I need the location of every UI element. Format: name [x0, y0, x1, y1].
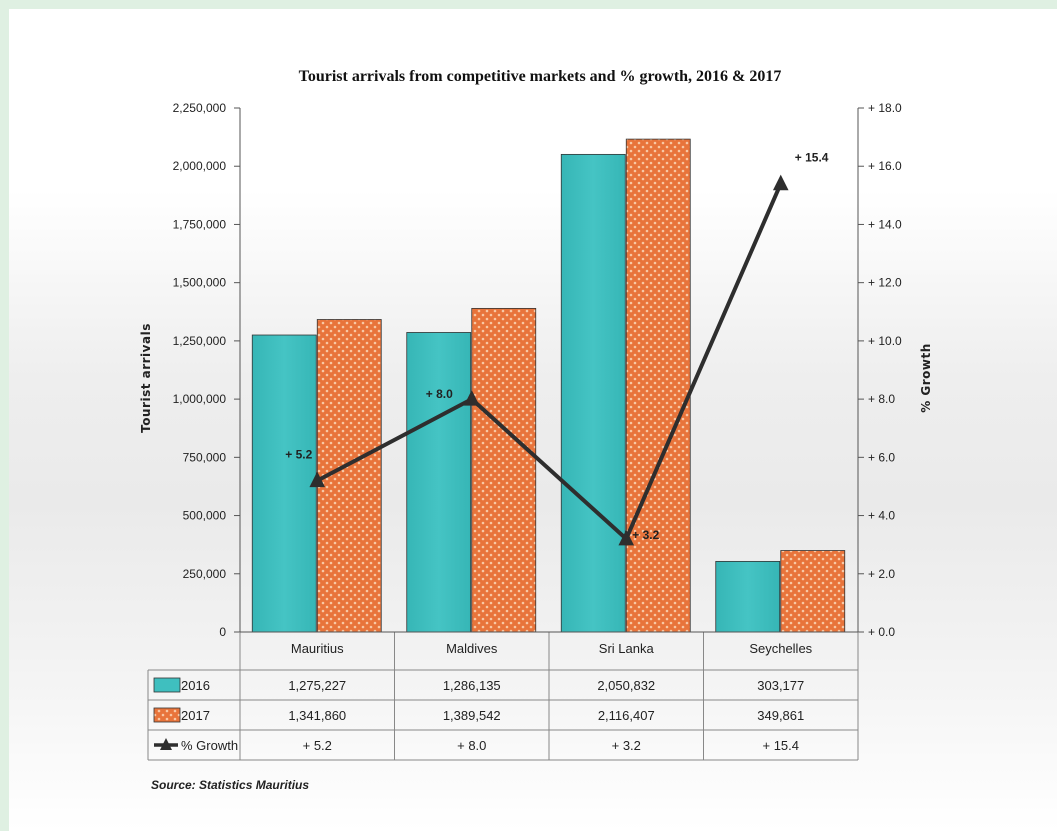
table-cell-2-2: + 3.2: [612, 738, 641, 753]
table-cell-2-3: + 15.4: [762, 738, 799, 753]
bar-2016-seychelles: [715, 560, 781, 633]
y-tick-label-right: + 18.0: [868, 101, 902, 115]
category-label-sri-lanka: Sri Lanka: [599, 641, 655, 656]
y-tick-label-right: + 10.0: [868, 334, 902, 348]
chart-frame: Tourist arrivals from competitive market…: [9, 9, 1057, 831]
table-row-label-2: % Growth: [181, 738, 238, 753]
category-label-seychelles: Seychelles: [749, 641, 812, 656]
bars-layer: [251, 138, 846, 633]
y-tick-label-left: 2,000,000: [173, 159, 227, 173]
growth-marker-sri-lanka: [618, 529, 635, 546]
table-cell-1-3: 349,861: [757, 708, 804, 723]
growth-data-label-seychelles: + 15.4: [795, 151, 829, 165]
table-cell-1-2: 2,116,407: [598, 708, 655, 723]
y-tick-label-left: 1,250,000: [173, 334, 227, 348]
growth-data-label-maldives: + 8.0: [426, 387, 453, 401]
table-cell-2-0: + 5.2: [303, 738, 332, 753]
y-tick-label-left: 250,000: [183, 567, 227, 581]
growth-marker-mauritius: [309, 471, 326, 488]
bar-2017-seychelles: [780, 550, 846, 633]
y-tick-label-right: + 16.0: [868, 159, 902, 173]
growth-marker-seychelles: [772, 174, 789, 191]
table-cell-1-0: 1,341,860: [288, 708, 346, 723]
y-tick-label-left: 1,000,000: [173, 392, 227, 406]
bar-2017-sri-lanka: [625, 138, 691, 633]
y-tick-label-left: 0: [219, 625, 226, 639]
legend-key-growth-marker: [160, 738, 172, 750]
category-label-maldives: Maldives: [446, 641, 498, 656]
y-axis-title-right: % Growth: [919, 343, 933, 413]
y-tick-label-left: 750,000: [183, 450, 227, 464]
growth-marker-maldives: [463, 389, 480, 406]
table-cell-0-3: 303,177: [757, 678, 804, 693]
data-table: Mauritius Maldives Sri Lanka Seychelles 2016…: [147, 631, 859, 761]
y-tick-label-right: + 6.0: [868, 450, 895, 464]
bar-2017-maldives: [471, 307, 537, 633]
bar-2016-mauritius: [251, 334, 317, 633]
chart-svg: Tourist arrivals from competitive market…: [139, 68, 933, 792]
legend-key-2017: [153, 707, 181, 723]
y-tick-label-left: 2,250,000: [173, 101, 227, 115]
category-label-mauritius: Mauritius: [291, 641, 344, 656]
bar-2016-sri-lanka: [560, 153, 626, 633]
y-tick-label-right: + 2.0: [868, 567, 895, 581]
table-cell-0-1: 1,286,135: [443, 678, 501, 693]
y-tick-label-left: 1,750,000: [173, 217, 227, 231]
chart-title: Tourist arrivals from competitive market…: [299, 68, 782, 85]
y-tick-label-right: + 4.0: [868, 509, 895, 523]
growth-line: [316, 182, 783, 541]
bar-2016-maldives: [406, 332, 472, 633]
table-row-label-1: 2017: [181, 708, 210, 723]
table-row-label-0: 2016: [181, 678, 210, 693]
table-cell-1-1: 1,389,542: [443, 708, 501, 723]
growth-data-label-mauritius: + 5.2: [285, 448, 312, 462]
growth-data-label-sri-lanka: + 3.2: [632, 528, 659, 542]
table-cell-0-2: 2,050,832: [597, 678, 655, 693]
legend-key-2016: [153, 677, 181, 693]
axes-layer: 0 250,000 500,000 750,000 1,000,000 1,250,000…: [173, 101, 902, 639]
source-note: Source: Statistics Mauritius: [151, 778, 309, 792]
y-tick-label-right: + 8.0: [868, 392, 895, 406]
table-cell-2-1: + 8.0: [457, 738, 486, 753]
growth-line-layer: + 5.2 + 8.0 + 3.2 + 15.4: [285, 151, 829, 546]
y-tick-label-right: + 0.0: [868, 625, 895, 639]
y-tick-label-right: + 14.0: [868, 217, 902, 231]
table-cell-0-0: 1,275,227: [288, 678, 346, 693]
y-tick-label-left: 1,500,000: [173, 276, 227, 290]
y-tick-label-left: 500,000: [183, 509, 227, 523]
y-tick-label-right: + 12.0: [868, 276, 902, 290]
y-axis-title-left: Tourist arrivals: [139, 323, 153, 433]
